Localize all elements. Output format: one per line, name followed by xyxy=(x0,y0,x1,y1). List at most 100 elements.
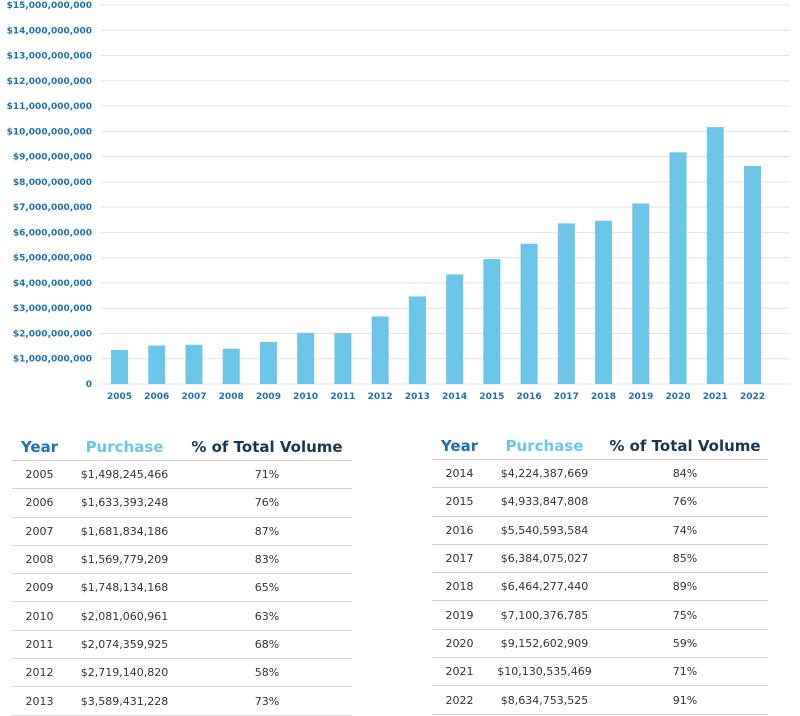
cell-pct-total-volume: 59% xyxy=(602,629,768,659)
purchase-table-left: Year Purchase % of Total Volume 2005 $1,4… xyxy=(12,434,352,716)
header-purchase: Purchase xyxy=(487,433,602,460)
y-tick-label: $8,000,000,000 xyxy=(13,178,92,188)
table-body: 2014 $4,224,387,669 84% 2015 $4,933,847,808 7… xyxy=(432,459,768,715)
x-tick-label: 2006 xyxy=(144,392,169,402)
cell-purchase: $10,130,535,469 xyxy=(487,657,602,687)
y-tick-label: $10,000,000,000 xyxy=(7,127,92,137)
x-tick-label: 2009 xyxy=(256,392,281,402)
x-tick-label: 2018 xyxy=(591,392,616,402)
y-tick-label: $7,000,000,000 xyxy=(13,203,92,213)
bar-2022 xyxy=(744,166,761,384)
x-tick-label: 2005 xyxy=(107,392,132,402)
cell-year: 2009 xyxy=(12,573,67,603)
bar-2012 xyxy=(371,316,389,384)
table-header-row: Year Purchase % of Total Volume xyxy=(432,433,768,460)
cell-pct-total-volume: 73% xyxy=(182,686,352,716)
cell-pct-total-volume: 74% xyxy=(602,516,768,545)
cell-year: 2022 xyxy=(432,685,487,715)
cell-year: 2008 xyxy=(12,545,67,575)
cell-pct-total-volume: 91% xyxy=(602,685,768,715)
table-row: 2013 $3,589,431,228 73% xyxy=(12,686,352,716)
cell-pct-total-volume: 65% xyxy=(182,573,352,603)
table-row: 2020 $9,152,602,909 59% xyxy=(432,629,768,659)
x-tick-label: 2022 xyxy=(740,392,765,402)
bar-2021 xyxy=(706,127,724,384)
table-body: 2005 $1,498,245,466 71% 2006 $1,633,393,248 7… xyxy=(12,460,352,716)
y-tick-label: $14,000,000,000 xyxy=(7,26,92,36)
y-tick-label: $1,000,000,000 xyxy=(13,355,92,365)
table-row: 2009 $1,748,134,168 65% xyxy=(12,573,352,603)
header-pct-total-volume: % of Total Volume xyxy=(182,434,352,461)
header-purchase: Purchase xyxy=(67,434,182,461)
cell-year: 2012 xyxy=(12,658,67,688)
cell-pct-total-volume: 89% xyxy=(602,572,768,602)
x-tick-label: 2007 xyxy=(181,392,206,402)
table-row: 2021 $10,130,535,469 71% xyxy=(432,657,768,687)
cell-pct-total-volume: 76% xyxy=(182,488,352,518)
cell-purchase: $7,100,376,785 xyxy=(487,600,602,630)
bar-2018 xyxy=(595,220,613,384)
cell-year: 2007 xyxy=(12,517,67,546)
table-row: 2006 $1,633,393,248 76% xyxy=(12,488,352,518)
cell-year: 2006 xyxy=(12,488,67,518)
x-tick-label: 2008 xyxy=(219,392,244,402)
bar-2020 xyxy=(669,152,687,384)
header-pct-total-volume: % of Total Volume xyxy=(602,433,768,460)
table-row: 2014 $4,224,387,669 84% xyxy=(432,459,768,489)
bars xyxy=(111,127,761,384)
cell-purchase: $5,540,593,584 xyxy=(487,516,602,545)
table-row: 2022 $8,634,753,525 91% xyxy=(432,685,768,715)
cell-purchase: $1,681,834,186 xyxy=(67,517,182,546)
bar-2019 xyxy=(632,203,650,384)
cell-year: 2016 xyxy=(432,516,487,545)
bar-2007 xyxy=(185,344,203,384)
cell-pct-total-volume: 58% xyxy=(182,658,352,688)
table-row: 2016 $5,540,593,584 74% xyxy=(432,516,768,545)
cell-pct-total-volume: 76% xyxy=(602,487,768,517)
x-tick-label: 2015 xyxy=(479,392,504,402)
cell-pct-total-volume: 71% xyxy=(182,460,352,490)
y-tick-label: $3,000,000,000 xyxy=(13,304,92,314)
cell-purchase: $1,498,245,466 xyxy=(67,460,182,490)
cell-pct-total-volume: 75% xyxy=(602,600,768,630)
cell-year: 2017 xyxy=(432,544,487,574)
grid-lines xyxy=(101,4,790,385)
table-row: 2008 $1,569,779,209 83% xyxy=(12,545,352,575)
x-tick-label: 2020 xyxy=(665,392,690,402)
bar-2008 xyxy=(222,348,240,384)
y-tick-label: $5,000,000,000 xyxy=(13,254,92,264)
bar-2009 xyxy=(259,341,277,384)
x-tick-label: 2016 xyxy=(517,392,542,402)
cell-year: 2010 xyxy=(12,601,67,631)
x-tick-label: 2012 xyxy=(368,392,393,402)
table-row: 2012 $2,719,140,820 58% xyxy=(12,658,352,688)
bar-2017 xyxy=(557,223,575,384)
x-tick-label: 2019 xyxy=(628,392,653,402)
table-row: 2018 $6,464,277,440 89% xyxy=(432,572,768,602)
x-tick-label: 2013 xyxy=(405,392,430,402)
bar-2005 xyxy=(111,350,128,384)
table-row: 2007 $1,681,834,186 87% xyxy=(12,517,352,546)
cell-purchase: $1,748,134,168 xyxy=(67,573,182,603)
cell-purchase: $3,589,431,228 xyxy=(67,686,182,716)
table-row: 2010 $2,081,060,961 63% xyxy=(12,601,352,631)
x-tick-label: 2014 xyxy=(442,392,467,402)
table-row: 2011 $2,074,359,925 68% xyxy=(12,630,352,660)
y-tick-label: $6,000,000,000 xyxy=(13,228,92,238)
cell-year: 2018 xyxy=(432,572,487,602)
cell-purchase: $6,384,075,027 xyxy=(487,544,602,574)
cell-pct-total-volume: 63% xyxy=(182,601,352,631)
table-row: 2005 $1,498,245,466 71% xyxy=(12,460,352,490)
bar-2016 xyxy=(520,243,538,384)
cell-pct-total-volume: 71% xyxy=(602,657,768,687)
cell-year: 2015 xyxy=(432,487,487,517)
cell-purchase: $1,633,393,248 xyxy=(67,488,182,518)
y-tick-label: $11,000,000,000 xyxy=(7,102,92,112)
cell-purchase: $2,719,140,820 xyxy=(67,658,182,688)
cell-purchase: $9,152,602,909 xyxy=(487,629,602,659)
cell-year: 2014 xyxy=(432,459,487,489)
x-tick-label: 2010 xyxy=(293,392,318,402)
table-header-row: Year Purchase % of Total Volume xyxy=(12,434,352,461)
cell-pct-total-volume: 84% xyxy=(602,459,768,489)
cell-purchase: $4,224,387,669 xyxy=(487,459,602,489)
